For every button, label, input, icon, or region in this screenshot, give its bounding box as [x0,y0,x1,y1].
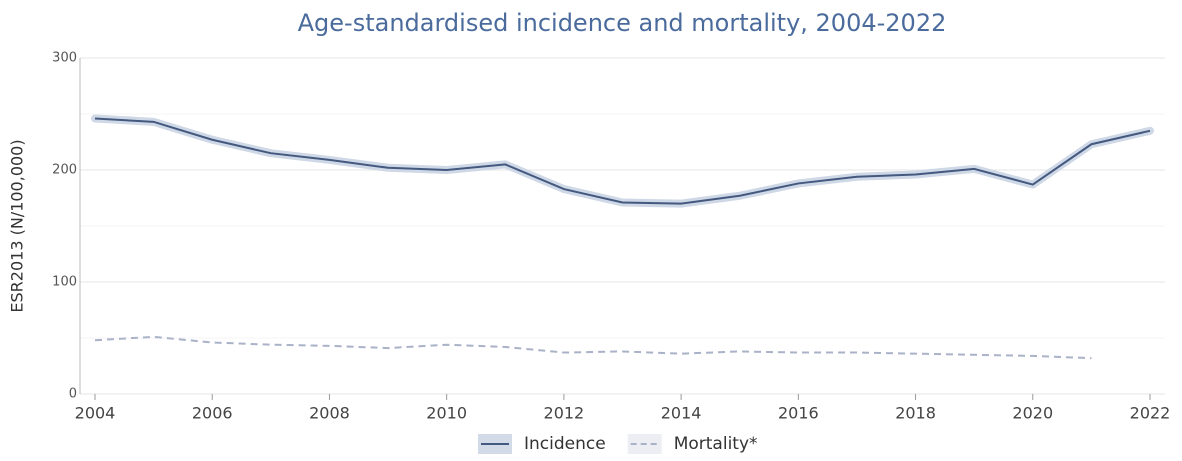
x-tick-label: 2018 [895,404,936,423]
x-tick-label: 2010 [426,404,467,423]
x-tick-label: 2012 [544,404,585,423]
confidence-band [91,114,1154,208]
y-axis-label: ESR2013 (N/100,000) [8,139,27,312]
series-line [94,117,1151,205]
x-tick-label: 2004 [75,404,116,423]
legend-label: Incidence [524,434,606,454]
x-tick-label: 2022 [1130,404,1171,423]
x-tick-label: 2014 [661,404,702,423]
chart-title: Age-standardised incidence and mortality… [298,9,947,37]
x-tick-label: 2016 [778,404,819,423]
y-tick-label: 200 [52,163,77,178]
x-tick-label: 2006 [192,404,233,423]
x-tick-label: 2020 [1012,404,1053,423]
legend-label: Mortality* [674,434,758,454]
y-tick-label: 100 [52,275,77,290]
x-tick-label: 2008 [309,404,350,423]
y-tick-label: 0 [69,387,77,402]
series-line [94,335,1092,360]
y-tick-label: 300 [52,51,77,66]
